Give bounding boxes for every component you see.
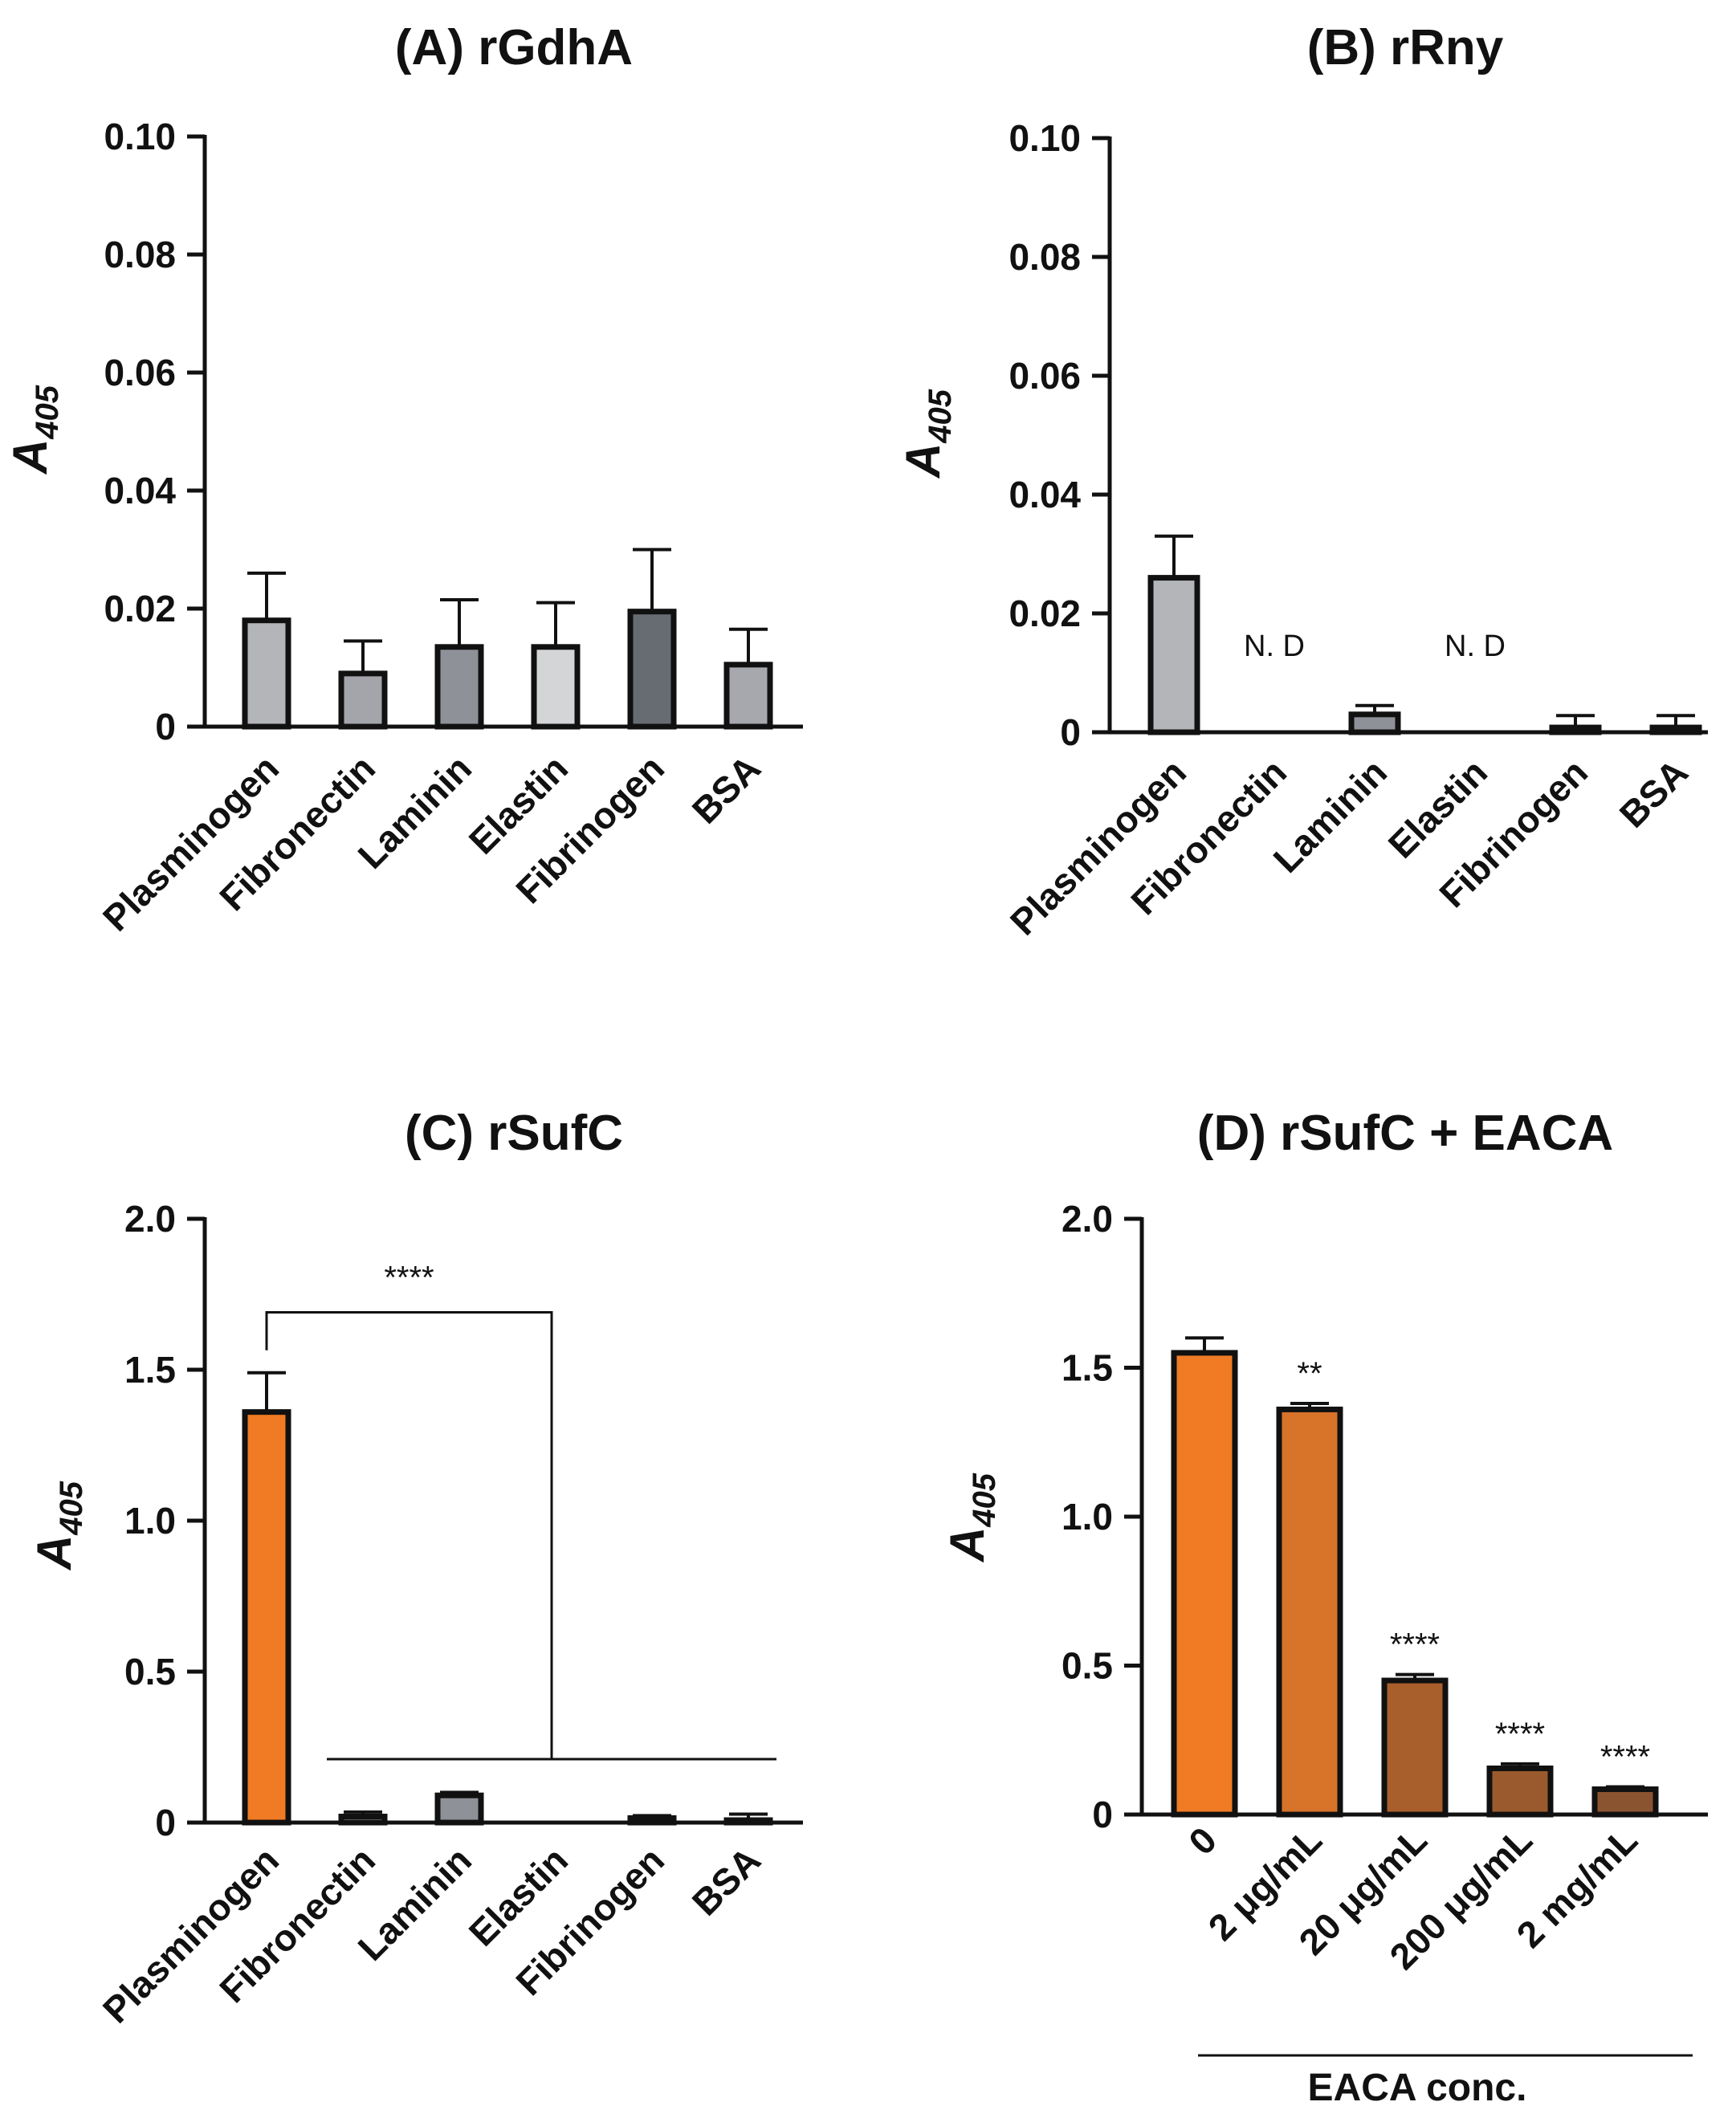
bar [242, 617, 291, 730]
bar [1549, 724, 1602, 735]
bar [723, 1817, 773, 1826]
y-axis-label-subscript: 405 [54, 1481, 89, 1535]
bar-annotation: **** [1600, 1739, 1650, 1774]
bar [1276, 1406, 1343, 1818]
y-axis-label-main: A [3, 439, 57, 475]
y-tick-label: 0.04 [1009, 474, 1081, 515]
panel-title: (D) rSufC + EACA [1197, 1106, 1613, 1161]
panel-title: (A) rGdhA [395, 20, 633, 75]
y-axis-label: A405 [896, 389, 958, 479]
x-tick-label: BSA [684, 747, 768, 831]
y-tick-label: 0.10 [1009, 117, 1081, 159]
y-tick-label: 0 [1092, 1794, 1113, 1835]
panel-c: (C) rSufCA40500.51.01.52.0PlasminogenFib… [27, 1106, 803, 2031]
bar [338, 670, 388, 730]
x-tick-label: Laminin [1265, 751, 1395, 880]
y-axis-label: A405 [27, 1481, 89, 1571]
panel-b: (B) rRny A405 0 0.02 0.04 0.06 0.08 0.10 Plasmin… [896, 20, 1708, 943]
y-tick-label: 2.0 [1062, 1198, 1113, 1240]
bar [1348, 711, 1401, 735]
bar [1591, 1786, 1659, 1818]
y-tick-label: 0.5 [124, 1651, 176, 1692]
y-axis-label: A405 [940, 1473, 1002, 1563]
significance-bracket [265, 1311, 553, 1760]
y-tick-label: 1.0 [1062, 1496, 1113, 1538]
y-axis-label-main: A [896, 443, 950, 479]
y-axis-label-main: A [27, 1535, 81, 1571]
bar [531, 644, 581, 730]
y-tick-label: 1.5 [1062, 1347, 1113, 1389]
y-tick-label: 1.5 [124, 1349, 176, 1391]
y-axis-label-subscript: 405 [923, 389, 958, 443]
y-tick-label: 0.08 [104, 234, 176, 275]
x-tick-label: Plasminogen [1002, 751, 1194, 943]
bar-annotation: **** [1495, 1717, 1545, 1752]
y-tick-label: 0.04 [104, 470, 176, 511]
bar-annotation: ** [1297, 1356, 1322, 1391]
bar [434, 1792, 484, 1826]
y-tick-label: 0 [1060, 711, 1081, 753]
y-axis-label-main: A [940, 1527, 994, 1563]
y-axis-label-subscript: 405 [30, 385, 65, 439]
y-tick-label: 0.10 [104, 116, 176, 157]
y-tick-label: 0.02 [1009, 593, 1081, 634]
y-tick-label: 0.06 [104, 352, 176, 393]
bar [1381, 1677, 1449, 1818]
y-tick-label: 0 [155, 706, 176, 747]
y-tick-label: 2.0 [124, 1198, 176, 1240]
bar-annotation: N. D [1244, 629, 1305, 663]
bar [242, 1409, 291, 1826]
panel-title: (C) rSufC [405, 1106, 623, 1161]
bar [1649, 724, 1702, 735]
bar [1171, 1350, 1238, 1818]
y-tick-label: 0.08 [1009, 236, 1081, 278]
bar [434, 644, 484, 730]
x-tick-label: BSA [1612, 751, 1696, 835]
x-tick-label: 0 [1180, 1819, 1225, 1863]
bar [627, 1815, 677, 1826]
y-axis-label-subscript: 405 [967, 1473, 1002, 1527]
panel-a: (A) rGdhAA40500.020.040.060.080.10Plasmi… [3, 20, 803, 939]
y-tick-label: 0.06 [1009, 355, 1081, 397]
y-tick-label: 0.5 [1062, 1645, 1113, 1687]
significance-stars: **** [384, 1261, 434, 1296]
y-axis-label: A405 [3, 385, 65, 475]
bar [723, 662, 773, 730]
y-tick-label: 0 [155, 1802, 176, 1843]
bar [627, 609, 677, 730]
y-tick-label: 1.0 [124, 1500, 176, 1542]
bar [1147, 575, 1200, 735]
bar [338, 1813, 388, 1826]
x-axis-label: EACA conc. [1308, 2067, 1527, 2109]
x-tick-label: BSA [684, 1839, 768, 1923]
panel-title: (B) rRny [1307, 20, 1504, 75]
y-tick-label: 0.02 [104, 588, 176, 629]
bar [1486, 1765, 1554, 1818]
bar-annotation: **** [1390, 1627, 1440, 1663]
bar-annotation: N. D [1445, 629, 1506, 663]
